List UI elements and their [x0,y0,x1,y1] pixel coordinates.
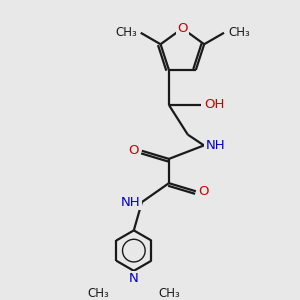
Text: O: O [129,144,139,157]
Text: CH₃: CH₃ [88,287,110,300]
Text: CH₃: CH₃ [115,26,137,39]
Text: O: O [199,185,209,198]
Text: CH₃: CH₃ [158,287,180,300]
Text: CH₃: CH₃ [228,26,250,39]
Text: NH: NH [121,196,141,208]
Text: NH: NH [205,139,225,152]
Text: N: N [129,272,139,285]
Text: OH: OH [204,98,224,111]
Text: O: O [177,22,188,35]
